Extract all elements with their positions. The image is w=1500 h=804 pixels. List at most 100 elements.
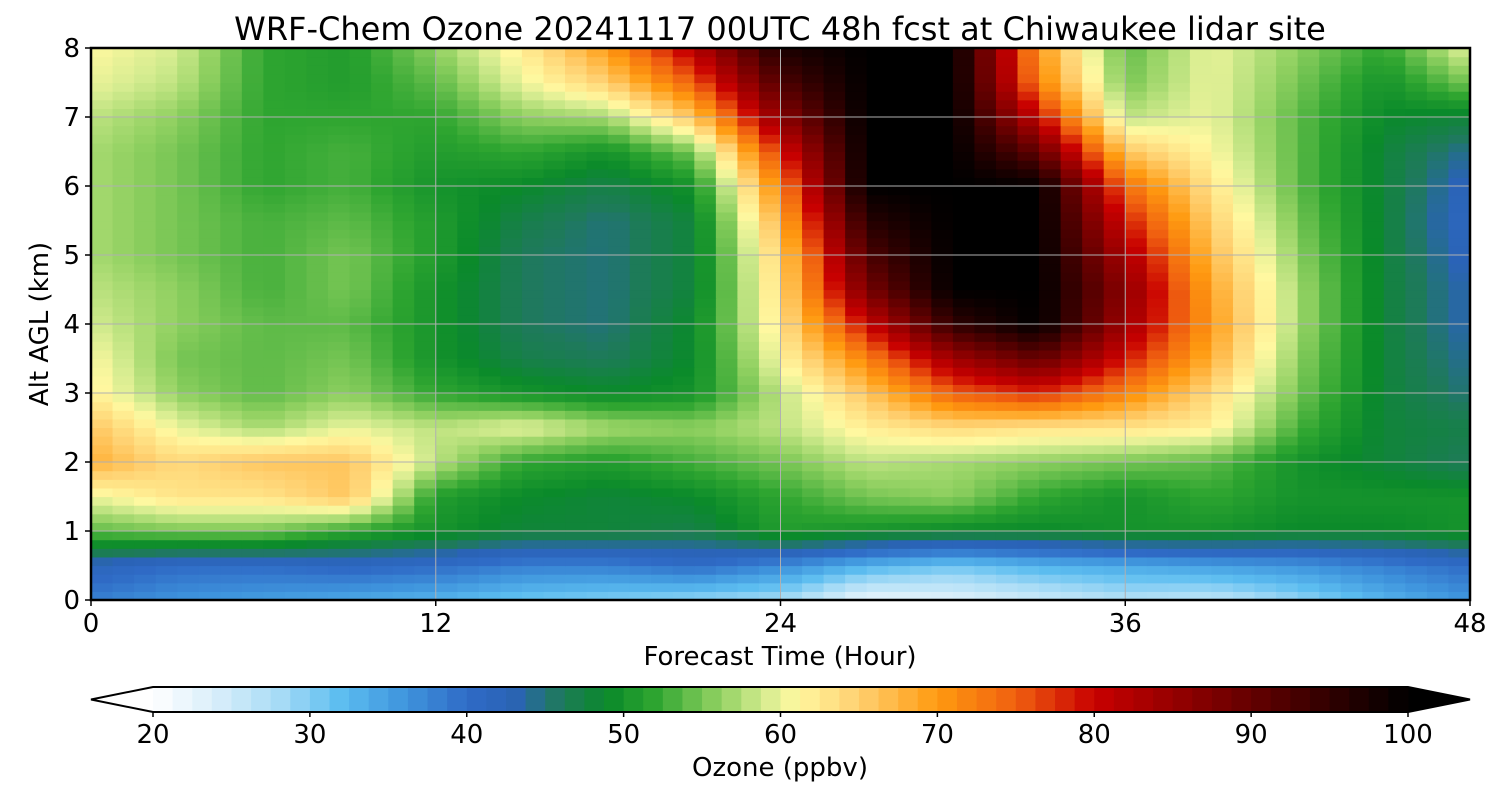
heatmap-cell — [414, 436, 437, 446]
heatmap-cell — [155, 591, 178, 600]
heatmap-cell — [694, 160, 717, 170]
heatmap-cell — [1297, 211, 1320, 222]
heatmap-cell — [651, 444, 674, 454]
heatmap-cell — [780, 186, 803, 196]
heatmap-cell — [1232, 410, 1256, 420]
heatmap-cell — [1232, 574, 1256, 584]
heatmap-cell — [823, 393, 846, 403]
heatmap-cell — [1448, 556, 1470, 567]
heatmap-cell — [414, 513, 437, 523]
heatmap-cell — [1232, 220, 1256, 230]
heatmap-cell — [1276, 134, 1299, 144]
heatmap-cell — [91, 496, 114, 506]
heatmap-cell — [608, 229, 631, 239]
heatmap-cell — [198, 427, 221, 437]
heatmap-cell — [1297, 160, 1320, 170]
heatmap-cell — [1125, 453, 1148, 463]
colorbar-swatch — [1074, 687, 1095, 712]
heatmap-cell — [1211, 453, 1234, 463]
heatmap-cell — [672, 401, 695, 411]
heatmap-cell — [1232, 280, 1256, 291]
heatmap-cell — [737, 401, 760, 411]
heatmap-cell — [694, 125, 717, 135]
heatmap-cell — [845, 237, 868, 247]
heatmap-cell — [651, 410, 674, 420]
heatmap-cell — [823, 117, 846, 127]
colorbar-swatch — [800, 687, 821, 712]
chart-title: WRF-Chem Ozone 20241117 00UTC 48h fcst a… — [234, 10, 1326, 48]
heatmap-cell — [608, 384, 631, 394]
heatmap-cell — [974, 298, 997, 308]
heatmap-cell — [715, 65, 739, 75]
heatmap-cell — [715, 263, 739, 273]
heatmap-cell — [241, 349, 264, 360]
heatmap-cell — [91, 582, 114, 592]
heatmap-cell — [1211, 487, 1234, 498]
heatmap-cell — [866, 591, 889, 600]
heatmap-cell — [328, 168, 351, 178]
heatmap-cell — [263, 65, 286, 75]
heatmap-cell — [112, 410, 135, 420]
heatmap-cell — [134, 246, 157, 256]
heatmap-cell — [263, 255, 286, 265]
heatmap-cell — [974, 574, 997, 584]
heatmap-cell — [112, 73, 135, 84]
heatmap-cell — [909, 453, 932, 463]
heatmap-cell — [1211, 539, 1234, 549]
heatmap-cell — [1211, 444, 1234, 454]
heatmap-cell — [500, 82, 523, 92]
heatmap-cell — [263, 591, 286, 600]
heatmap-cell — [909, 246, 932, 256]
heatmap-cell — [737, 556, 760, 567]
heatmap-cell — [1082, 91, 1105, 101]
heatmap-cell — [392, 65, 415, 75]
heatmap-cell — [845, 280, 868, 291]
heatmap-cell — [1362, 582, 1385, 592]
heatmap-cell — [1103, 367, 1126, 377]
heatmap-cell — [1405, 315, 1428, 325]
heatmap-cell — [952, 65, 976, 75]
heatmap-cell — [780, 125, 803, 135]
heatmap-cell — [1039, 505, 1062, 515]
heatmap-cell — [802, 194, 825, 204]
heatmap-cell — [241, 125, 264, 135]
heatmap-cell — [1232, 539, 1256, 549]
heatmap-cell — [112, 393, 135, 403]
heatmap-cell — [112, 108, 135, 118]
heatmap-cell — [758, 134, 782, 144]
heatmap-cell — [500, 453, 523, 463]
heatmap-cell — [1319, 556, 1342, 567]
heatmap-cell — [888, 548, 911, 558]
heatmap-cell — [1405, 203, 1428, 213]
heatmap-cell — [1146, 151, 1169, 161]
heatmap-cell — [1082, 306, 1105, 316]
heatmap-cell — [263, 375, 286, 385]
heatmap-cell — [888, 151, 911, 161]
heatmap-cell — [952, 367, 976, 377]
heatmap-cell — [155, 539, 178, 549]
heatmap-cell — [521, 367, 545, 377]
heatmap-cell — [328, 358, 351, 368]
heatmap-cell — [371, 229, 394, 239]
heatmap-cell — [1060, 393, 1083, 403]
heatmap-cell — [1125, 246, 1148, 256]
heatmap-cell — [1082, 186, 1105, 196]
heatmap-cell — [457, 125, 480, 135]
heatmap-cell — [328, 194, 351, 204]
heatmap-cell — [521, 151, 545, 161]
heatmap-cell — [1448, 427, 1470, 437]
heatmap-cell — [758, 375, 782, 385]
heatmap-cell — [1039, 91, 1062, 101]
heatmap-cell — [1340, 522, 1363, 532]
heatmap-cell — [651, 229, 674, 239]
heatmap-cell — [1060, 263, 1083, 273]
heatmap-cell — [823, 522, 846, 532]
heatmap-cell — [1211, 48, 1234, 58]
heatmap-cell — [758, 298, 782, 308]
heatmap-cell — [823, 324, 846, 334]
heatmap-cell — [909, 203, 932, 213]
heatmap-cell — [845, 134, 868, 144]
heatmap-cell — [457, 315, 480, 325]
heatmap-cell — [866, 436, 889, 446]
heatmap-cell — [1017, 418, 1040, 429]
